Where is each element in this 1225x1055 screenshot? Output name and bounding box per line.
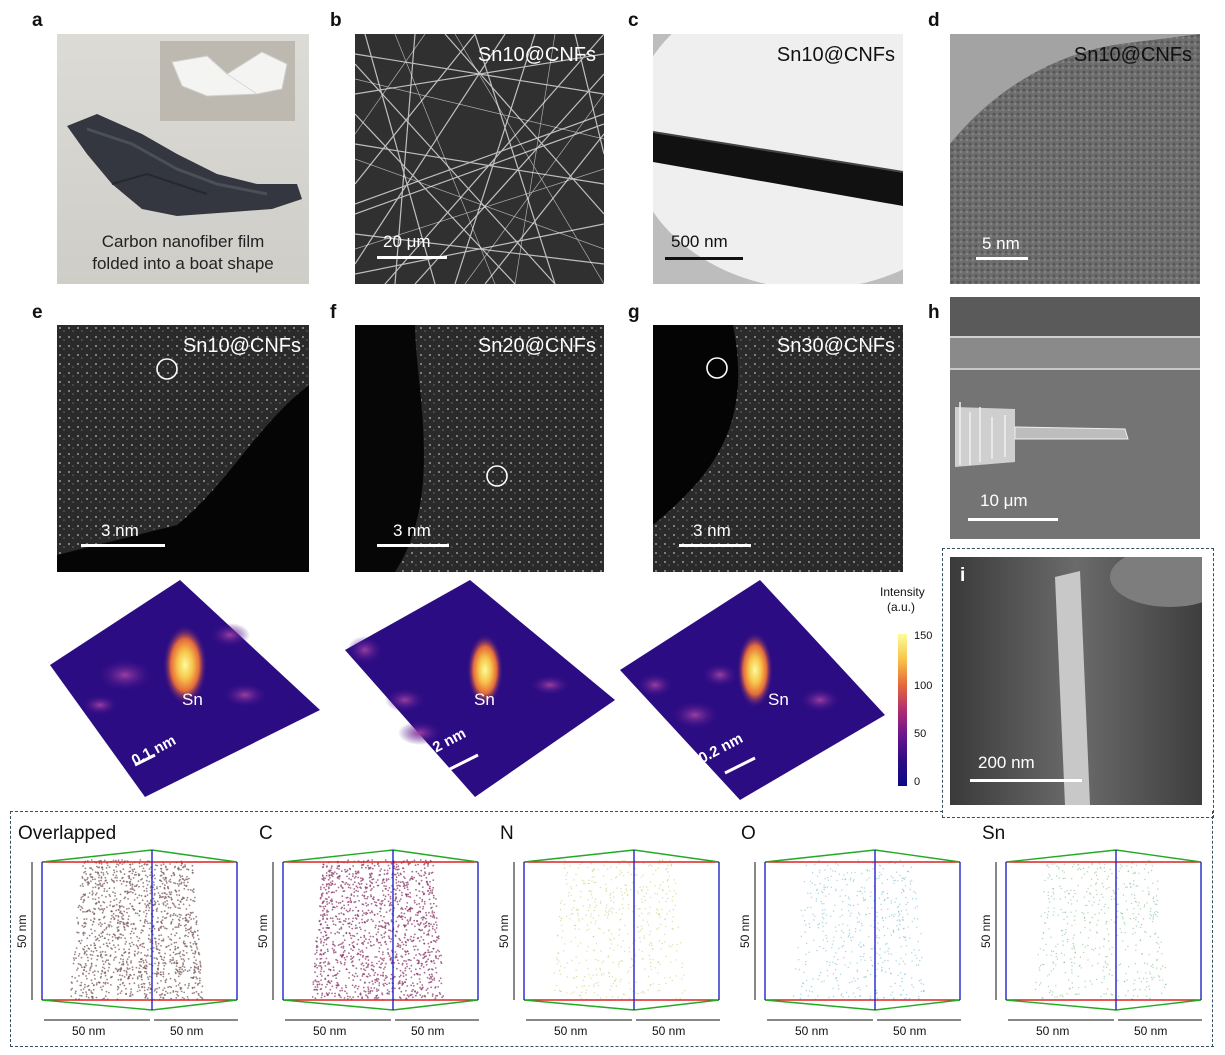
amorphous-carbon [950, 34, 1200, 284]
colorbar-tick-0: 0 [914, 776, 921, 788]
panel-h-scale-bar [968, 518, 1058, 521]
apt-width-label: 50 nm [795, 1024, 828, 1038]
apt-map-label: Overlapped [18, 823, 117, 844]
panel-g-scale-bar [679, 544, 751, 547]
panel-i-label: i [960, 565, 966, 586]
surface-2-peak-label: Sn [474, 690, 495, 709]
apt-map-label: Sn [982, 823, 1006, 844]
panel-label-b: b [330, 10, 342, 31]
panel-b-scale-label: 20 μm [383, 232, 431, 251]
apt-depth-label: 50 nm [170, 1024, 203, 1038]
panel-d-scale-label: 5 nm [982, 234, 1020, 253]
surface-plot-3 [620, 580, 885, 800]
hrtem-panel-d: Sn10@CNFs 5 nm [950, 34, 1200, 284]
boat-photo [57, 34, 309, 284]
panel-b-title: Sn10@CNFs [477, 44, 596, 66]
haadf-image-f [355, 325, 604, 572]
sem-panel-b: Sn10@CNFs 20 μm [355, 34, 604, 284]
panel-i-frame [942, 548, 1214, 818]
haadf-image-g [653, 325, 903, 572]
haadf-panel-f: Sn20@CNFs 3 nm [355, 325, 604, 572]
surface-plot-2 [345, 580, 615, 797]
colorbar-tick-50: 50 [914, 728, 927, 740]
panel-d-scale-bar [976, 257, 1028, 260]
panel-g-title: Sn30@CNFs [776, 335, 895, 357]
apt-height-label: 50 nm [979, 915, 993, 948]
panel-label-d: d [928, 10, 940, 31]
nanofiber-network [355, 34, 604, 284]
single-atom-circle [486, 465, 508, 487]
apt-map-box: 50 nm 50 nm 50 nm [497, 849, 720, 1038]
apt-depth-label: 50 nm [893, 1024, 926, 1038]
apt-width-label: 50 nm [72, 1024, 105, 1038]
apt-width-label: 50 nm [1036, 1024, 1069, 1038]
panel-f-title: Sn20@CNFs [477, 335, 596, 357]
apt-depth-label: 50 nm [1134, 1024, 1167, 1038]
panel-label-a: a [32, 10, 43, 31]
apt-frame-right [1212, 811, 1213, 1047]
panel-f-scale-label: 3 nm [393, 521, 431, 540]
apt-map-label: C [259, 823, 273, 844]
apt-depth-label: 50 nm [652, 1024, 685, 1038]
panel-d-title: Sn10@CNFs [1073, 44, 1192, 66]
panel-e-scale-label: 3 nm [101, 521, 139, 540]
single-atom-circle [706, 357, 728, 379]
haadf-image-e [57, 325, 309, 572]
colorbar-tick-100: 100 [914, 680, 933, 692]
haadf-panel-e: Sn10@CNFs 3 nm [57, 325, 309, 572]
panel-label-c: c [628, 10, 639, 31]
panel-e-scale-bar [81, 544, 165, 547]
tem-panel-c: Sn10@CNFs 500 nm [653, 34, 903, 284]
caption-line-1: Carbon nanofiber film [101, 232, 265, 251]
colorbar [898, 634, 907, 786]
colorbar-title-1: Intensity [880, 585, 925, 599]
apt-map-box: 50 nm 50 nm 50 nm [979, 849, 1202, 1038]
caption-line-2: folded into a boat shape [92, 254, 274, 273]
apt-frame-top-left [10, 811, 943, 812]
sem-panel-i: i 200 nm [950, 557, 1202, 805]
apt-map-box: 50 nm 50 nm 50 nm [738, 849, 961, 1038]
apt-height-label: 50 nm [497, 915, 511, 948]
photo-panel-a: Carbon nanofiber film folded into a boat… [57, 34, 309, 284]
lamella-tip [950, 557, 1202, 805]
apt-height-label: 50 nm [256, 915, 270, 948]
apt-width-label: 50 nm [313, 1024, 346, 1038]
panel-c-title: Sn10@CNFs [776, 44, 895, 66]
colorbar-tick-150: 150 [914, 630, 933, 642]
apt-depth-label: 50 nm [411, 1024, 444, 1038]
apt-height-label: 50 nm [15, 915, 29, 948]
sem-panel-h: 10 μm [950, 297, 1200, 539]
apt-map-label: N [500, 823, 514, 844]
haadf-panel-g: Sn30@CNFs 3 nm [653, 325, 903, 572]
surface-1-peak-label: Sn [182, 690, 203, 709]
fib-lamella [950, 297, 1200, 539]
panel-e-title: Sn10@CNFs [182, 335, 301, 357]
colorbar-title-2: (a.u.) [887, 600, 916, 614]
single-nanofiber [653, 34, 903, 284]
panel-label-h: h [928, 302, 940, 323]
surface-3-peak-label: Sn [768, 690, 789, 709]
panel-c-scale-bar [665, 257, 743, 260]
surface-plot-1 [50, 580, 320, 797]
apt-frame [10, 811, 1214, 1047]
apt-width-label: 50 nm [554, 1024, 587, 1038]
panel-b-scale-bar [377, 256, 447, 259]
panel-label-e: e [32, 302, 43, 323]
panel-g-scale-label: 3 nm [693, 521, 731, 540]
panel-label-f: f [330, 302, 337, 323]
apt-map-label: O [741, 823, 756, 844]
apt-map-box: 50 nm 50 nm 50 nm [15, 849, 238, 1038]
panel-label-g: g [628, 302, 640, 323]
single-atom-circle [156, 358, 178, 380]
panel-f-scale-bar [377, 544, 449, 547]
intensity-surfaces [50, 580, 885, 800]
panel-c-scale-label: 500 nm [671, 232, 728, 251]
panel-i-scale-label: 200 nm [978, 753, 1035, 772]
panel-i-scale-bar [970, 779, 1082, 782]
panel-h-scale-label: 10 μm [980, 491, 1028, 510]
apt-height-label: 50 nm [738, 915, 752, 948]
apt-map-box: 50 nm 50 nm 50 nm [256, 849, 479, 1038]
